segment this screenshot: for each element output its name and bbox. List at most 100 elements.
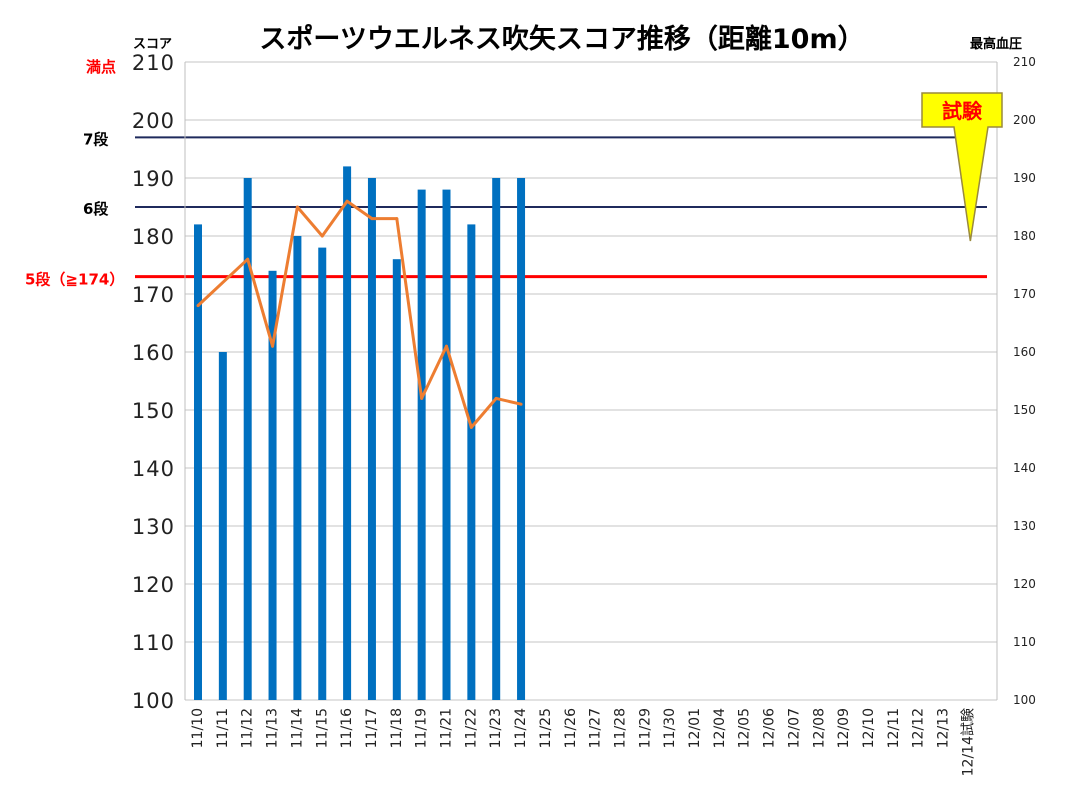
- y2-tick-label: 150: [1013, 403, 1036, 417]
- score-bar: [467, 224, 476, 700]
- blood-pressure-point: [295, 205, 299, 209]
- score-bar: [417, 189, 426, 700]
- blood-pressure-point: [445, 344, 448, 348]
- blood-pressure-point: [345, 199, 349, 203]
- chart-title: スポーツウエルネス吹矢スコア推移（距離10m）: [259, 23, 864, 55]
- blood-pressure-point: [271, 344, 275, 348]
- score-bar: [367, 178, 376, 700]
- callout-label: 試験: [942, 99, 983, 123]
- y2-tick-label: 130: [1013, 519, 1036, 533]
- y-tick-label: 120: [132, 573, 175, 597]
- y2-axis-title: 最高血圧: [970, 36, 1022, 52]
- y2-tick-label: 110: [1013, 635, 1036, 649]
- blood-pressure-point: [494, 396, 498, 400]
- score-bar: [343, 166, 352, 700]
- y-tick-label: 190: [132, 167, 175, 191]
- blood-pressure-point: [196, 304, 200, 308]
- callout-shape: [921, 92, 1003, 242]
- x-tick-label: 11/13: [265, 708, 281, 748]
- y-tick-label: 210: [132, 51, 175, 75]
- score-bar: [268, 270, 277, 700]
- x-tick-label: 11/11: [215, 708, 231, 748]
- x-tick-label: 11/30: [662, 708, 678, 748]
- x-tick-label: 11/10: [190, 708, 206, 748]
- x-tick-label: 12/09: [836, 708, 852, 748]
- reference-line-label: 6段: [83, 200, 108, 218]
- score-bar: [517, 178, 526, 700]
- y2-tick-label: 180: [1013, 229, 1036, 243]
- x-tick-label: 12/10: [861, 708, 877, 748]
- x-tick-label: 12/11: [886, 708, 902, 748]
- exam-callout: 試験: [921, 92, 1003, 242]
- x-tick-label: 11/17: [364, 708, 380, 748]
- score-bar: [442, 189, 451, 700]
- score-bar: [218, 352, 227, 700]
- x-tick-label: 11/19: [414, 708, 430, 748]
- x-tick-label: 11/21: [439, 708, 455, 748]
- y2-tick-label: 160: [1013, 345, 1036, 359]
- x-tick-label: 12/08: [811, 708, 827, 748]
- y-tick-label: 160: [132, 341, 175, 365]
- score-bar: [293, 236, 302, 700]
- x-tick-label: 12/04: [712, 708, 728, 748]
- y2-tick-label: 210: [1013, 55, 1036, 69]
- x-tick-label: 11/29: [637, 708, 653, 748]
- blood-pressure-point: [420, 396, 424, 400]
- y-tick-label: 130: [132, 515, 175, 539]
- y-tick-label: 150: [132, 399, 175, 423]
- y-axis-title: スコア: [133, 37, 172, 52]
- y-tick-label: 110: [132, 631, 175, 655]
- blood-pressure-point: [246, 257, 250, 261]
- x-tick-label: 11/22: [463, 708, 479, 748]
- y2-tick-label: 200: [1013, 113, 1036, 127]
- y-tick-label: 200: [132, 109, 175, 133]
- blood-pressure-point: [469, 425, 473, 429]
- reference-line-label: 5段（≧174）: [25, 271, 124, 289]
- blood-pressure-point: [370, 217, 374, 221]
- x-tick-label: 11/14: [289, 708, 305, 748]
- reference-lines: 満点 7段 6段 5段（≧174）: [25, 58, 987, 289]
- blood-pressure-point: [519, 402, 523, 406]
- x-tick-label: 11/16: [339, 708, 355, 748]
- y2-tick-label: 140: [1013, 461, 1036, 475]
- x-tick-label: 12/06: [762, 708, 778, 748]
- x-tick-label: 12/14試験: [960, 708, 976, 776]
- x-tick-label: 12/01: [687, 708, 703, 748]
- y2-tick-label: 190: [1013, 171, 1036, 185]
- x-tick-label: 11/12: [240, 708, 256, 748]
- score-bar: [492, 178, 501, 700]
- x-tick-label: 11/15: [314, 708, 330, 748]
- x-tick-label: 12/05: [737, 708, 753, 748]
- score-bar: [243, 178, 252, 700]
- x-tick-label: 11/24: [513, 708, 529, 748]
- score-bar: [318, 247, 327, 700]
- x-tick-label: 11/18: [389, 708, 405, 748]
- score-bar: [194, 224, 202, 700]
- reference-line-label: 満点: [86, 58, 116, 76]
- blood-pressure-point: [395, 217, 399, 221]
- y-tick-label: 100: [132, 689, 175, 713]
- gridlines: [185, 61, 997, 701]
- y-tick-label: 140: [132, 457, 175, 481]
- x-tick-label: 11/26: [563, 708, 579, 748]
- y-tick-label: 170: [132, 283, 175, 307]
- x-tick-label: 11/23: [488, 708, 504, 748]
- x-tick-label: 12/07: [786, 708, 802, 748]
- x-tick-label: 12/13: [936, 708, 952, 748]
- y2-tick-label: 120: [1013, 577, 1036, 591]
- blood-pressure-point: [320, 234, 324, 238]
- y-tick-label: 180: [132, 225, 175, 249]
- score-bars: [194, 166, 526, 700]
- x-tick-label: 11/27: [588, 708, 604, 748]
- x-tick-label: 11/28: [612, 708, 628, 748]
- reference-line-label: 7段: [83, 130, 108, 148]
- y2-tick-label: 100: [1013, 693, 1036, 707]
- x-tick-label: 12/12: [911, 708, 927, 748]
- axes: 100 100 110 110 120 120 130 130 140 140 150 150 160 1…: [132, 51, 1036, 776]
- score-bar: [392, 259, 401, 700]
- x-tick-label: 11/25: [538, 708, 554, 748]
- y2-tick-label: 170: [1013, 287, 1036, 301]
- blood-pressure-line: [196, 199, 523, 429]
